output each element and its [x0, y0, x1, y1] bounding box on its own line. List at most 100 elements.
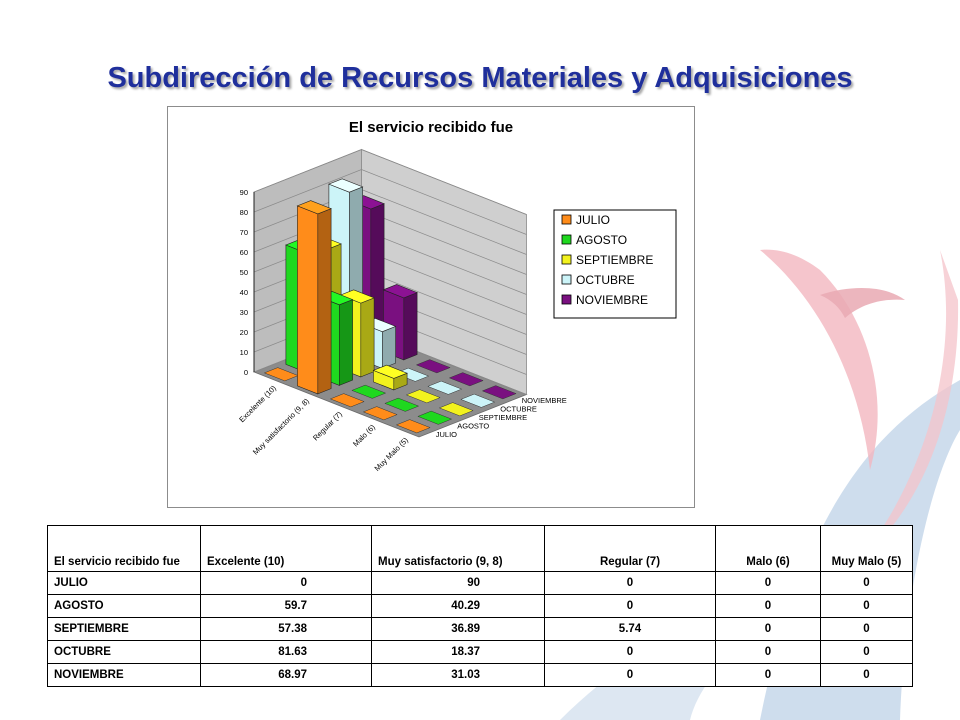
series-depth-label: OCTUBRE: [500, 404, 537, 413]
bar-top-face: [372, 364, 408, 379]
bar-side-face: [360, 297, 375, 378]
table-cell: 0: [820, 617, 913, 641]
table-header-row: El servicio recibido fue Excelente (10) …: [47, 525, 913, 572]
legend-entry: OCTUBRE: [576, 273, 635, 287]
legend-swatch: [561, 214, 572, 225]
table-cell: 0: [820, 640, 913, 664]
category-label: Excelente (10): [237, 383, 278, 424]
bar-zero-tile: [448, 372, 484, 387]
chart-title: El servicio recibido fue: [349, 119, 513, 136]
bar-zero-tile: [460, 393, 496, 408]
table-row-label: OCTUBRE: [47, 640, 201, 664]
y-axis: 0 10 20 30 40 50 60 70 80 90: [240, 188, 255, 377]
bar-julio-4: [395, 419, 431, 434]
bar-chart-3d: El servicio recibido fue 0 10 20 30 40 50 60 70…: [237, 119, 677, 473]
bar-septiembre-4: [438, 402, 474, 417]
table-cell: 59.7: [200, 594, 372, 618]
table-cell: 57.38: [200, 617, 372, 641]
table-header-cell: Muy satisfactorio (9, 8): [371, 525, 545, 572]
table-header-cell: Regular (7): [544, 525, 716, 572]
bar-side-face: [339, 299, 353, 386]
bar-julio-3: [362, 406, 398, 421]
table-cell: 0: [544, 571, 716, 595]
bar-front-face: [297, 205, 319, 395]
bar-zero-tile: [481, 385, 517, 400]
bar-side-face: [403, 292, 418, 361]
table-row-label: SEPTIEMBRE: [47, 617, 201, 641]
legend-swatch: [561, 294, 572, 305]
bar-noviembre-4: [481, 385, 517, 400]
bar-top-face: [382, 284, 418, 299]
bar-noviembre-3: [448, 372, 484, 387]
table-row: AGOSTO 59.7 40.29 0 0 0: [47, 594, 913, 618]
bird-swoosh: [820, 288, 905, 318]
bar-zero-tile: [405, 389, 441, 404]
table-cell: 90: [371, 571, 545, 595]
legend-box: [553, 209, 677, 319]
y-tick-label: 0: [244, 368, 248, 377]
series-depth-label: NOVIEMBRE: [522, 396, 567, 405]
page-title: Subdirección de Recursos Materiales y Ad…: [107, 62, 853, 94]
category-label: Regular (7): [311, 409, 344, 442]
table-cell: 5.74: [544, 617, 716, 641]
table-row: OCTUBRE 81.63 18.37 0 0 0: [47, 640, 913, 664]
table-cell: 0: [544, 663, 716, 687]
table-cell: 0: [715, 640, 821, 664]
legend-swatch: [561, 234, 572, 245]
bar-side-face: [382, 325, 396, 369]
bar-julio-2: [329, 393, 365, 408]
legend-entry: NOVIEMBRE: [576, 293, 648, 307]
red-swoosh: [760, 249, 878, 470]
table-cell: 18.37: [371, 640, 545, 664]
bar-zero-tile: [384, 397, 420, 412]
table-cell: 0: [715, 617, 821, 641]
legend-swatch: [561, 274, 572, 285]
bar-zero-tile: [417, 410, 453, 425]
y-tick-label: 80: [240, 208, 248, 217]
y-tick-label: 90: [240, 188, 248, 197]
gridline: [253, 169, 527, 235]
table-cell: 31.03: [371, 663, 545, 687]
gridline: [253, 149, 527, 215]
bar-zero-tile: [329, 393, 365, 408]
bar-agosto-3: [384, 397, 420, 412]
table-header-cell: El servicio recibido fue: [47, 525, 201, 572]
table-cell: 68.97: [200, 663, 372, 687]
series-depth-label: AGOSTO: [457, 421, 489, 430]
bar-zero-tile: [362, 406, 398, 421]
table-row: SEPTIEMBRE 57.38 36.89 5.74 0 0: [47, 617, 913, 641]
legend-swatch: [561, 254, 572, 265]
legend-entry: SEPTIEMBRE: [576, 253, 653, 267]
category-label: Muy Malo (5): [373, 435, 411, 473]
table-header-cell: Excelente (10): [200, 525, 372, 572]
table-cell: 0: [715, 594, 821, 618]
table-cell: 0: [820, 594, 913, 618]
table-cell: 36.89: [371, 617, 545, 641]
chart-container: El servicio recibido fue 0 10 20 30 40 50 60 70…: [167, 106, 695, 508]
y-tick-label: 30: [240, 308, 248, 317]
y-tick-label: 40: [240, 288, 248, 297]
table-row-label: JULIO: [47, 571, 201, 595]
bar-noviembre-2: [415, 359, 451, 374]
chart-bars: [263, 178, 517, 434]
table-cell: 0: [200, 571, 372, 595]
data-table: El servicio recibido fue Excelente (10) …: [47, 525, 913, 687]
y-tick-label: 70: [240, 228, 248, 237]
series-depth-label: JULIO: [436, 430, 457, 439]
bar-zero-tile: [427, 380, 463, 395]
table-row: JULIO 0 90 0 0 0: [47, 571, 913, 595]
category-label: Malo (6): [351, 422, 377, 448]
table-header-cell: Muy Malo (5): [820, 525, 913, 572]
table-cell: 0: [715, 571, 821, 595]
legend-entry: AGOSTO: [576, 233, 627, 247]
table-cell: 0: [715, 663, 821, 687]
red-swoosh-arc: [860, 250, 959, 560]
table-cell: 0: [820, 663, 913, 687]
y-tick-label: 60: [240, 248, 248, 257]
table-cell: 40.29: [371, 594, 545, 618]
bar-agosto-4: [417, 410, 453, 425]
bar-septiembre-2: [372, 364, 408, 391]
legend-entry: JULIO: [576, 213, 610, 227]
bar-zero-tile: [395, 419, 431, 434]
